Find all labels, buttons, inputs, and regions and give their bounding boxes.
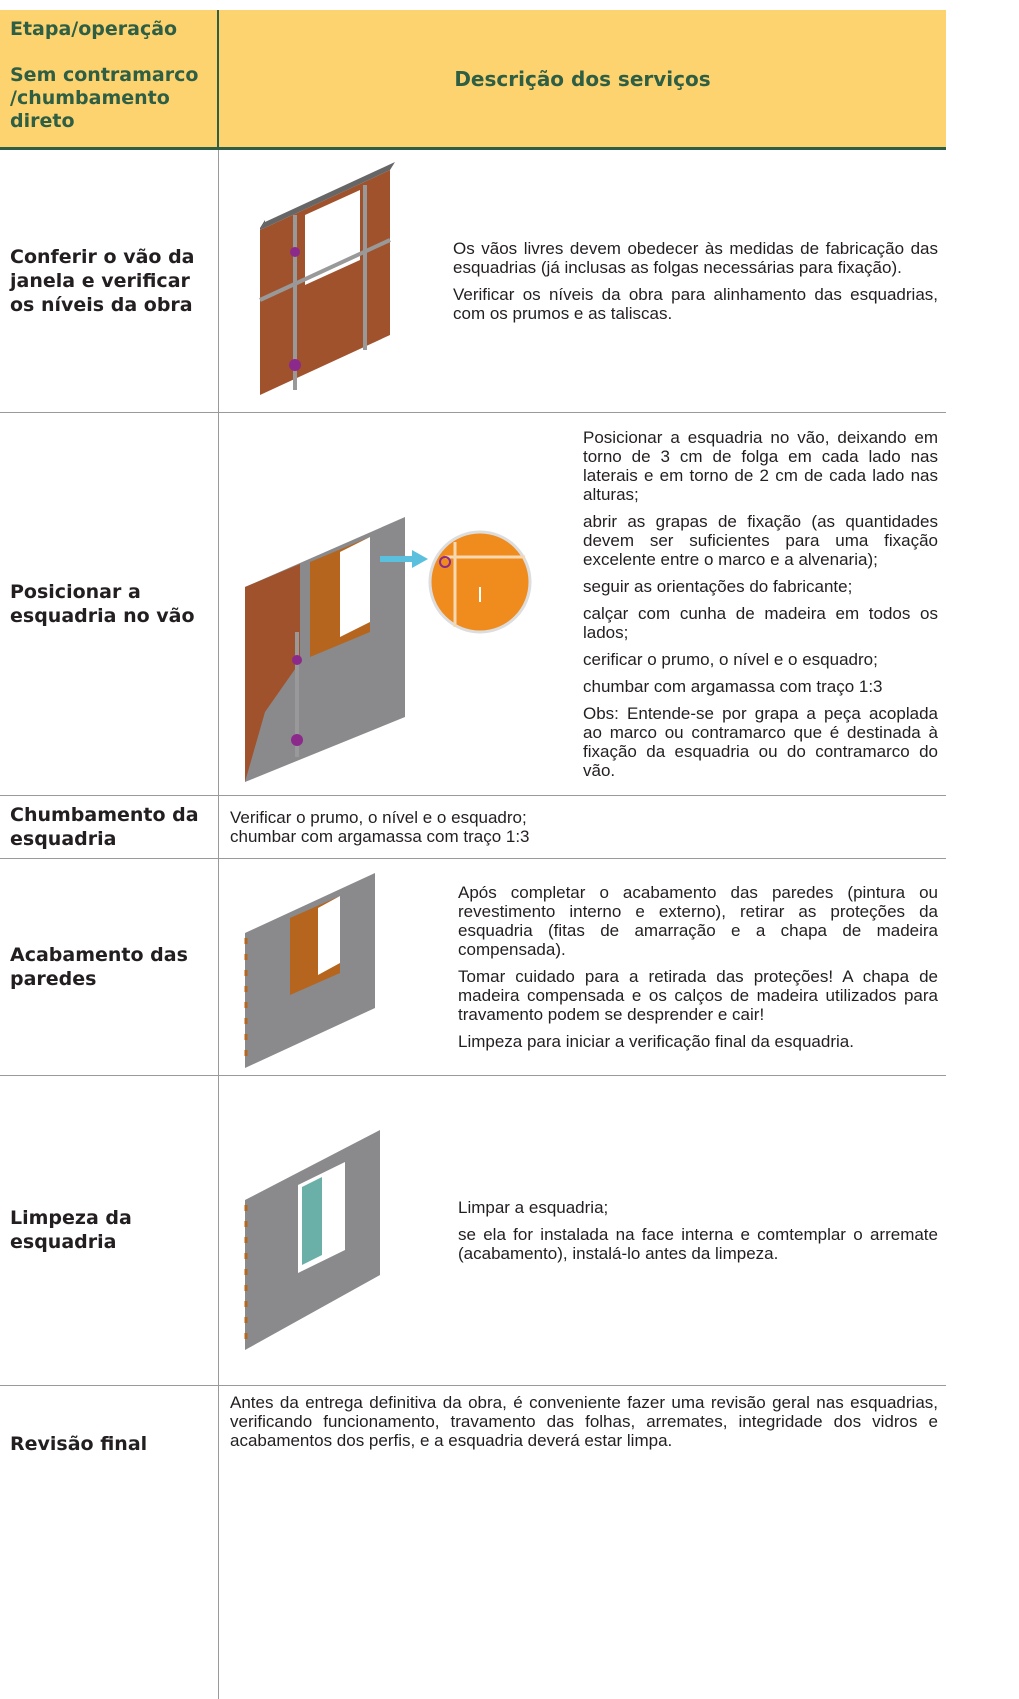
stage: Acabamento das paredes — [10, 943, 188, 990]
description: Verificar o prumo, o nível e o esquadro;… — [230, 795, 938, 858]
column-separator — [218, 858, 219, 1075]
paragraph: calçar com cunha de madeira em todos os … — [583, 603, 938, 642]
paragraph: Antes da entrega definitiva da obra, é c… — [230, 1393, 938, 1450]
stage: Limpeza da esquadria — [10, 1207, 132, 1253]
illustration — [245, 517, 532, 782]
paragraph: Após completar o acabamento das paredes … — [458, 882, 938, 959]
description: Após completar o acabamento das paredes … — [458, 858, 938, 1075]
column-separator — [218, 795, 219, 858]
paragraph: Limpeza para iniciar a verificação final… — [458, 1031, 854, 1051]
illustration — [244, 1130, 380, 1350]
paragraph: Tomar cuidado para a retirada das proteç… — [458, 966, 938, 1024]
stage: Posicionar a esquadria no vão — [10, 580, 195, 627]
table-header: Etapa/operação Sem contramarco /chumbame… — [0, 10, 946, 150]
paragraph: seguir as orientações do fabricante; — [583, 576, 853, 596]
column-separator — [217, 10, 219, 147]
paragraph: abrir as grapas de fixação (as quantidad… — [583, 511, 938, 569]
paragraph: chumbar com argamassa com traço 1:3 — [230, 826, 530, 846]
paragraph: Posicionar a esquadria no vão, deixando … — [583, 427, 938, 504]
description: Os vãos livres devem obedecer às medidas… — [453, 150, 938, 412]
table-row: Limpeza da esquadria Limpar a esquadria;… — [0, 1075, 946, 1386]
paragraph: Limpar a esquadria; — [458, 1197, 609, 1217]
paragraph: Verificar os níveis da obra para alinham… — [453, 285, 938, 323]
paragraph: Verificar o prumo, o nível e o esquadro; — [230, 807, 527, 827]
table-row: Chumbamento da esquadria Verificar o pru… — [0, 795, 946, 859]
column-separator — [218, 1075, 219, 1385]
paragraph: Os vãos livres devem obedecer às medidas… — [453, 239, 938, 277]
table-row: Conferir o vão da janela e verificar os … — [0, 150, 946, 413]
paragraph: se ela for instalada na face interna e c… — [458, 1224, 938, 1263]
stage-header: Etapa/operação — [10, 18, 178, 40]
illustration — [259, 162, 395, 395]
column-separator — [218, 412, 219, 795]
description: Antes da entrega definitiva da obra, é c… — [230, 1393, 938, 1450]
column-separator — [218, 1385, 219, 1699]
description: Posicionar a esquadria no vão, deixando … — [583, 412, 938, 795]
method-header: Sem contramarco /chumbamento direto — [10, 64, 199, 132]
stage: Revisão final — [10, 1433, 148, 1455]
column-separator — [218, 150, 219, 412]
paragraph: chumbar com argamassa com traço 1:3 — [583, 676, 883, 696]
stage: Conferir o vão da janela e verificar os … — [10, 246, 195, 316]
paragraph: cerificar o prumo, o nível e o esquadro; — [583, 649, 878, 669]
table-row: Revisão final Antes da entrega definitiv… — [0, 1385, 946, 1699]
table-row: Acabamento das paredes Após completar o … — [0, 858, 946, 1076]
paragraph: Obs: Entende-se por grapa a peça acoplad… — [583, 703, 938, 780]
description-header: Descrição dos serviços — [454, 66, 711, 91]
table-row: Posicionar a esquadria no vão Posicionar… — [0, 412, 946, 796]
description: Limpar a esquadria; se ela for instalada … — [458, 1075, 938, 1385]
stage: Chumbamento da esquadria — [10, 803, 199, 850]
illustration — [244, 873, 375, 1068]
